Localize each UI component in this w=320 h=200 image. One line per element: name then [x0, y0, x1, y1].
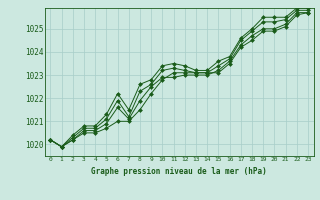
- X-axis label: Graphe pression niveau de la mer (hPa): Graphe pression niveau de la mer (hPa): [91, 167, 267, 176]
